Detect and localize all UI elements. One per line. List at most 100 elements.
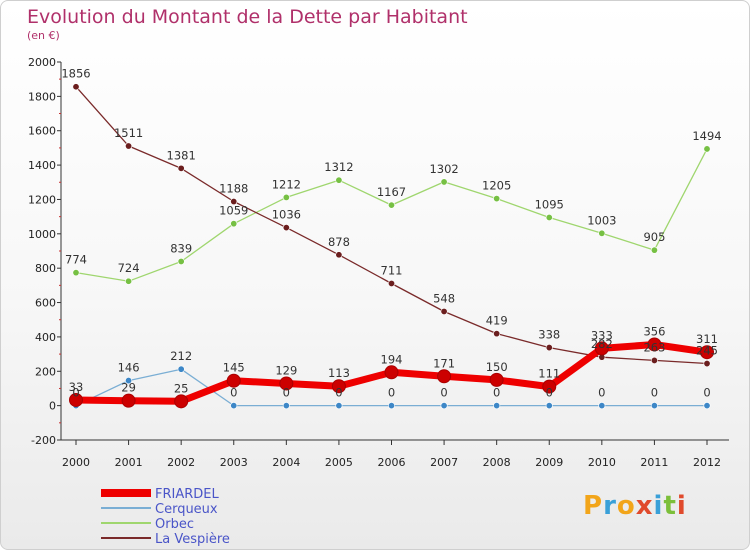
data-point-orbec [440,178,448,186]
data-point-orbec [598,229,606,237]
data-point-friardel [174,394,189,409]
x-tick-label: 2003 [220,456,248,469]
y-tick-label: 1600 [28,125,56,138]
data-point-cerqueux [335,402,343,410]
data-label-orbec: 905 [643,230,665,244]
data-label-la-vespiere: 282 [591,337,613,351]
data-point-cerqueux [387,402,395,410]
chart-subtitle: (en €) [27,29,60,42]
data-point-friardel [594,341,609,356]
data-point-cerqueux [703,402,711,410]
data-label-cerqueux: 0 [493,386,500,400]
data-point-cerqueux [650,402,658,410]
x-tick-label: 2010 [588,456,616,469]
y-tick-label: 1400 [28,159,56,172]
y-tick-label: 800 [35,262,56,275]
x-tick-label: 2007 [430,456,458,469]
data-label-la-vespiere: 1036 [272,208,301,222]
y-tick-label: 200 [35,365,56,378]
data-point-friardel [437,369,452,384]
y-tick-label: -200 [31,434,56,447]
data-point-cerqueux [545,402,553,410]
data-point-la-vespiere [335,251,343,259]
data-point-la-vespiere [650,356,658,364]
x-tick-label: 2006 [378,456,406,469]
data-point-la-vespiere [125,142,133,150]
data-point-orbec [177,257,185,265]
data-point-orbec [282,193,290,201]
data-label-orbec: 1312 [324,160,353,174]
data-label-cerqueux: 0 [388,386,395,400]
data-point-orbec [493,195,501,203]
x-tick-label: 2008 [483,456,511,469]
legend-label-friardel: FRIARDEL [155,487,219,502]
data-point-friardel [121,393,136,408]
legend-label-cerqueux: Cerqueux [155,502,218,517]
data-point-la-vespiere [177,164,185,172]
x-tick-label: 2005 [325,456,353,469]
data-label-la-vespiere: 878 [328,235,350,249]
x-tick-label: 2001 [115,456,143,469]
data-label-friardel: 111 [538,367,560,381]
data-label-la-vespiere: 1381 [167,148,196,162]
data-point-orbec [545,213,553,221]
data-label-orbec: 1167 [377,185,406,199]
data-label-friardel: 33 [69,380,84,394]
data-label-cerqueux: 0 [283,386,290,400]
data-point-la-vespiere [493,330,501,338]
data-label-orbec: 1212 [272,177,301,191]
data-label-orbec: 1095 [535,197,564,211]
legend-label-orbec: Orbec [155,517,194,532]
y-tick-label: 2000 [28,56,56,69]
data-point-friardel [331,379,346,394]
data-label-friardel: 25 [174,381,189,395]
data-point-cerqueux [598,402,606,410]
data-label-la-vespiere: 711 [381,263,403,277]
y-tick-label: 600 [35,297,56,310]
data-point-friardel [489,372,504,387]
y-tick-label: 0 [49,400,56,413]
data-label-friardel: 150 [486,360,508,374]
x-tick-label: 2002 [167,456,195,469]
data-label-orbec: 774 [65,253,87,267]
data-point-la-vespiere [703,360,711,368]
data-label-friardel: 171 [433,356,455,370]
data-label-friardel: 333 [591,328,613,342]
data-label-orbec: 839 [170,241,192,255]
data-label-orbec: 724 [118,261,140,275]
logo-letter: x [635,491,654,521]
data-point-orbec [650,246,658,254]
x-tick-label: 2000 [62,456,90,469]
data-point-orbec [335,176,343,184]
data-label-la-vespiere: 245 [696,344,718,358]
y-tick-label: 1800 [28,90,56,103]
data-label-la-vespiere: 419 [486,314,508,328]
data-label-la-vespiere: 548 [433,291,455,305]
data-label-cerqueux: 0 [335,386,342,400]
data-label-friardel: 311 [696,332,718,346]
data-label-cerqueux: 0 [651,386,658,400]
data-label-la-vespiere: 263 [643,340,665,354]
data-label-cerqueux: 146 [118,361,140,375]
data-label-la-vespiere: 1856 [61,67,90,81]
data-label-orbec: 1003 [587,213,616,227]
x-tick-label: 2004 [272,456,300,469]
logo-letter: i [676,491,687,521]
data-point-orbec [72,269,80,277]
data-label-cerqueux: 0 [72,386,79,400]
data-point-cerqueux [282,402,290,410]
data-label-friardel: 356 [643,324,665,338]
data-point-la-vespiere [282,224,290,232]
chart-title: Evolution du Montant de la Dette par Hab… [27,6,468,28]
data-point-orbec [230,220,238,228]
x-tick-label: 2012 [693,456,721,469]
data-point-friardel [647,337,662,352]
data-point-orbec [703,145,711,153]
data-label-la-vespiere: 1511 [114,126,143,140]
data-point-orbec [387,201,395,209]
data-point-friardel [226,373,241,388]
data-point-la-vespiere [545,344,553,352]
y-tick-label: 1000 [28,228,56,241]
data-label-friardel: 29 [121,381,136,395]
data-label-cerqueux: 0 [598,386,605,400]
